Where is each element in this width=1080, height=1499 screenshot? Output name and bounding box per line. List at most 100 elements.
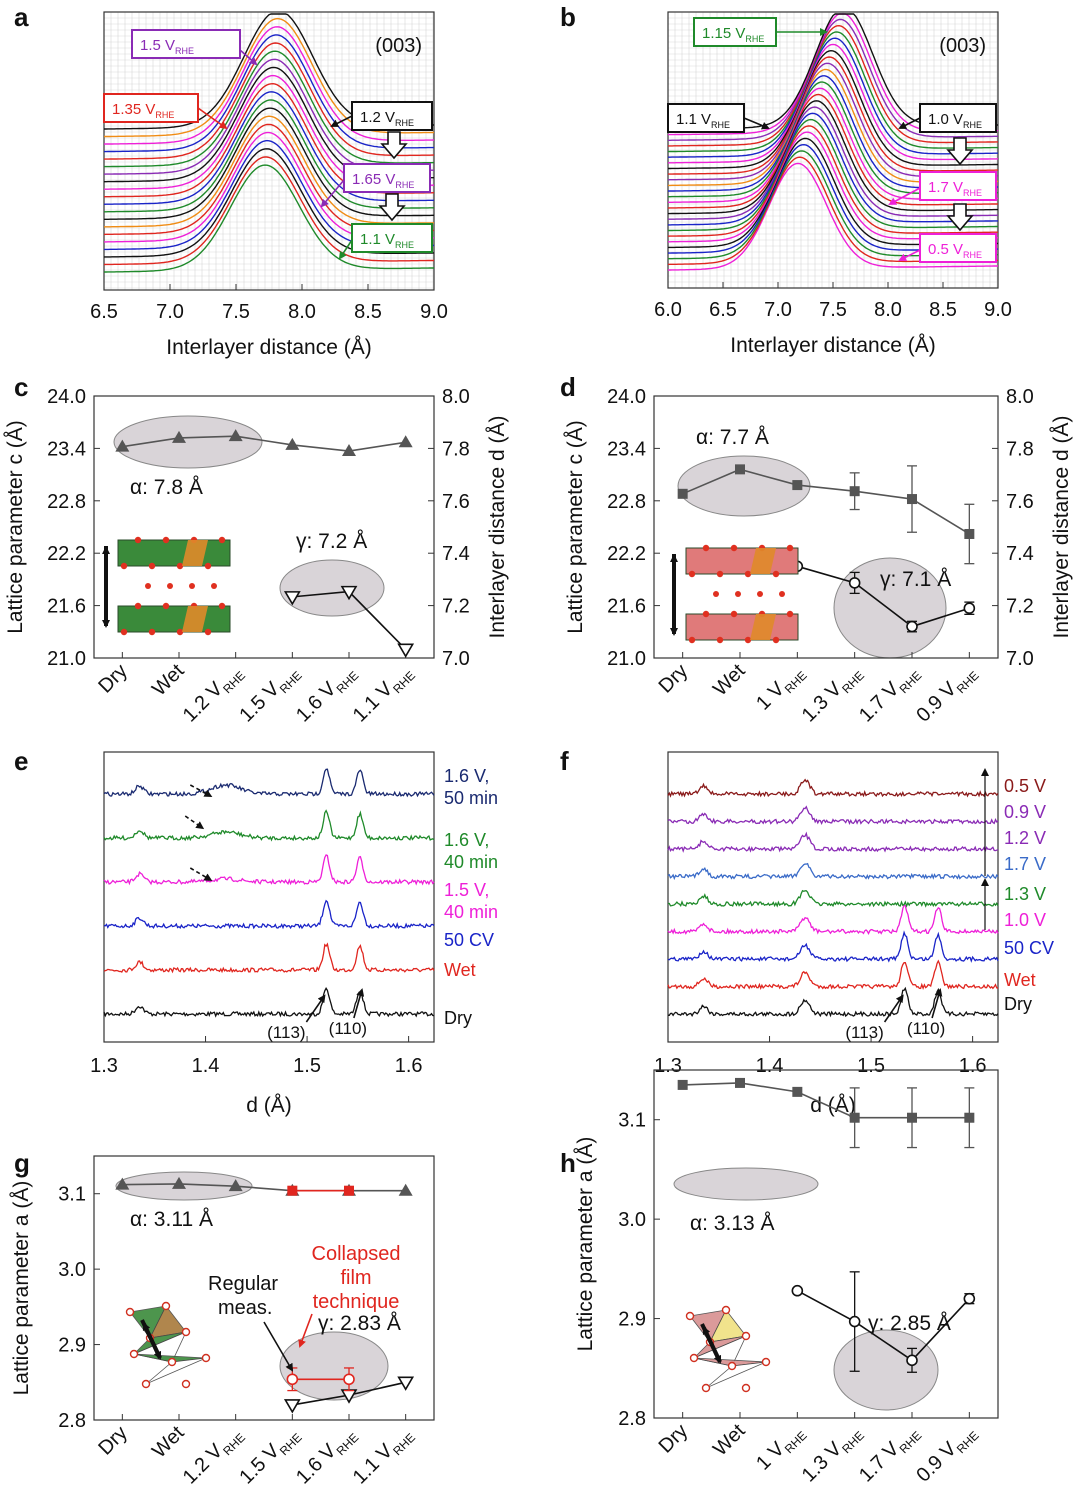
water-molecule <box>757 591 763 597</box>
y2-tick-label: 8.0 <box>1006 386 1034 408</box>
x-category-label: 1.1 VRHE <box>349 660 418 729</box>
x-tick-label: 9.0 <box>420 301 448 323</box>
y-tick-label: 24.0 <box>47 386 86 408</box>
data-point <box>792 480 803 491</box>
x-tick-label: 7.5 <box>222 301 250 323</box>
reflection-label: (003) <box>375 35 422 57</box>
oxygen-atom <box>741 1383 751 1393</box>
y2-tick-label: 7.8 <box>1006 438 1034 460</box>
annotation: α: 7.7 Å <box>696 426 769 449</box>
oxygen-atom <box>701 1383 711 1393</box>
data-point <box>677 1079 688 1090</box>
label-arrow <box>898 249 921 261</box>
data-point <box>398 435 413 448</box>
oxygen-atom <box>730 544 738 552</box>
water-molecule <box>735 591 741 597</box>
panel-letter-e: e <box>14 746 28 776</box>
xrd-trace <box>103 854 435 886</box>
oxygen-atom <box>772 636 780 644</box>
shift-arrow <box>189 784 213 797</box>
annotation: γ: 2.83 Å <box>318 1312 401 1335</box>
annotation: α: 3.11 Å <box>130 1208 213 1231</box>
spectrum-curve <box>103 26 435 145</box>
x-tick-label: 1.4 <box>756 1055 784 1077</box>
oxygen-atom <box>129 1349 139 1359</box>
lattice-arrow <box>142 1322 162 1359</box>
y2-tick-label: 7.4 <box>1006 543 1034 565</box>
oxygen-atom <box>181 1327 191 1337</box>
xrd-trace <box>667 986 999 1018</box>
spectrum-curve <box>668 112 998 226</box>
plot-frame-g <box>93 1155 435 1421</box>
data-point <box>228 429 243 442</box>
spectrum-curve <box>667 125 998 237</box>
series-line <box>682 468 970 535</box>
water-molecule <box>211 583 217 589</box>
voltage-label: 1.65 VRHE <box>352 171 414 190</box>
y-tick-label: 21.6 <box>607 596 646 618</box>
spectrum-curve <box>104 34 434 153</box>
peak-label: (110) <box>329 1019 367 1038</box>
down-arrow-icon <box>946 137 974 166</box>
data-point <box>963 1292 976 1305</box>
data-point <box>906 1354 918 1367</box>
oxygen-atom <box>148 628 156 636</box>
series-line <box>796 1290 970 1362</box>
octahedron-face <box>145 1357 207 1385</box>
x-category-label: 1.6 VRHE <box>292 1422 361 1491</box>
data-point <box>849 1112 860 1123</box>
x-tick-label: 6.0 <box>654 299 682 321</box>
spectrum-curve <box>668 18 998 141</box>
x-tick-label: 1.6 <box>959 1055 987 1077</box>
trace-label: 0.9 V <box>1004 802 1046 822</box>
plot-frame-c <box>93 395 435 659</box>
annotation: Collapsed <box>312 1243 401 1265</box>
y-axis-label: Lattice parameter c (Å) <box>4 420 27 634</box>
voltage-label: 1.1 VRHE <box>676 111 730 130</box>
x-tick-label: 6.5 <box>90 301 118 323</box>
spectrum-curve <box>668 37 998 158</box>
xrd-trace <box>103 809 435 842</box>
annotation: Regular <box>208 1273 278 1295</box>
series-line <box>122 435 406 452</box>
trace-label: 40 min <box>444 902 498 922</box>
x-category-label: 0.9 VRHE <box>912 660 981 729</box>
octahedra-layer <box>685 547 799 575</box>
y2-axis-label: Interlayer distance d (Å) <box>1050 416 1073 639</box>
annotation: film <box>340 1267 371 1289</box>
data-point <box>340 585 358 601</box>
oxygen-atom <box>761 1357 771 1367</box>
y-axis-label: Lattice parameter a (Å) <box>10 1181 33 1396</box>
xrd-trace <box>667 831 999 853</box>
crystal-structure-icon <box>102 536 231 636</box>
x-tick-label: 7.0 <box>156 301 184 323</box>
spectrum-curve <box>667 31 998 153</box>
plot-frame-d <box>653 395 999 659</box>
series-line <box>797 565 970 628</box>
peak-arrow <box>883 994 904 1023</box>
x-tick-label: 8.0 <box>288 301 316 323</box>
water-molecule <box>145 583 151 589</box>
data-point <box>115 1177 130 1190</box>
y-tick-label: 24.0 <box>607 386 646 408</box>
oxygen-atom <box>685 1311 695 1321</box>
y-tick-label: 3.0 <box>58 1259 86 1281</box>
oxygen-atom <box>148 562 156 570</box>
trace-label: 40 min <box>444 852 498 872</box>
trace-label: Dry <box>444 1008 472 1028</box>
x-axis-label: d (Å) <box>810 1094 856 1117</box>
panel-letter-d: d <box>560 372 576 402</box>
trace-label: 1.6 V, <box>444 830 489 850</box>
data-point <box>735 1077 745 1088</box>
voltage-label-box <box>343 163 431 193</box>
octahedra-layer <box>117 605 231 633</box>
xrd-trace <box>103 942 435 974</box>
oxygen-atom <box>120 562 128 570</box>
oxygen-atom <box>716 570 724 578</box>
dopant-site <box>182 606 208 632</box>
trace-label: 1.0 V <box>1004 910 1046 930</box>
xrd-trace <box>667 903 999 935</box>
data-point <box>397 643 415 658</box>
x-category-label: Dry <box>655 1420 693 1458</box>
oxygen-atom <box>786 610 794 618</box>
